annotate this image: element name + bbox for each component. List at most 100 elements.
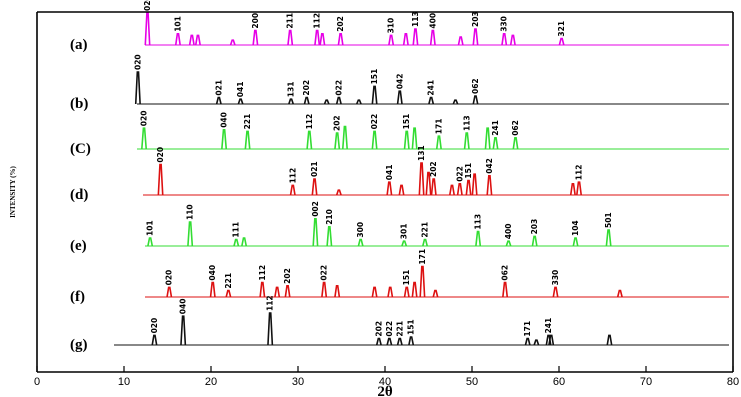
peak bbox=[241, 237, 248, 247]
peak-label: 301 bbox=[400, 224, 409, 240]
trace-label: (g) bbox=[70, 337, 88, 353]
peak bbox=[180, 315, 187, 346]
peak bbox=[311, 178, 318, 196]
x-tick-label: 0 bbox=[34, 376, 40, 388]
peak bbox=[449, 184, 455, 196]
peak-label: 171 bbox=[418, 249, 427, 265]
peak-label: 203 bbox=[471, 11, 480, 27]
peak-label: 210 bbox=[325, 209, 334, 225]
peak bbox=[569, 183, 576, 196]
peak bbox=[572, 237, 579, 247]
peak-label: 202 bbox=[283, 268, 292, 284]
peak-label: 020 bbox=[143, 0, 152, 11]
peak bbox=[174, 33, 181, 46]
peak bbox=[456, 183, 463, 196]
x-tick-label: 80 bbox=[727, 376, 739, 388]
peak-label: 041 bbox=[385, 165, 394, 181]
peak bbox=[486, 175, 493, 196]
peak bbox=[533, 339, 540, 346]
trace-label: (b) bbox=[70, 96, 88, 112]
peak bbox=[312, 218, 319, 247]
peak bbox=[188, 34, 195, 46]
peak bbox=[371, 286, 378, 298]
peak bbox=[337, 33, 344, 46]
peak bbox=[147, 237, 154, 247]
peak bbox=[411, 127, 418, 150]
x-tick-label: 40 bbox=[379, 376, 391, 388]
series-2: 020 021 041 131 202 022 151 042 241 062 (b) bbox=[70, 54, 729, 112]
series-1: 020 101 200 211 112 202 310 113 400 203 330 321 (a) bbox=[70, 0, 729, 53]
peak bbox=[151, 334, 158, 346]
peak bbox=[386, 337, 393, 346]
peak bbox=[335, 189, 342, 196]
peak bbox=[411, 281, 418, 298]
peak-label: 151 bbox=[370, 69, 379, 85]
peak bbox=[428, 96, 435, 105]
x-axis-title: 2θ bbox=[377, 384, 393, 397]
peak-label: 020 bbox=[150, 318, 159, 334]
peak bbox=[419, 265, 426, 298]
peak bbox=[326, 226, 333, 247]
peak bbox=[289, 184, 296, 196]
peak bbox=[274, 286, 281, 298]
peak bbox=[475, 230, 482, 247]
peak-label: 241 bbox=[427, 80, 436, 96]
peak bbox=[403, 130, 410, 150]
x-tick-label: 50 bbox=[466, 376, 478, 388]
peak bbox=[221, 129, 228, 150]
peak bbox=[452, 99, 459, 105]
peak-label: 042 bbox=[485, 158, 494, 174]
peak-label: 101 bbox=[146, 220, 155, 236]
peak-label: 221 bbox=[395, 321, 404, 337]
peak bbox=[371, 130, 378, 150]
peak bbox=[512, 137, 519, 150]
peak bbox=[288, 98, 294, 105]
y-axis-title: INTENSITY (%) bbox=[9, 166, 17, 218]
peak bbox=[215, 96, 222, 105]
x-tick-label: 20 bbox=[205, 376, 217, 388]
peak bbox=[134, 71, 141, 105]
peak bbox=[303, 96, 310, 105]
peak bbox=[287, 29, 294, 46]
peak bbox=[375, 337, 382, 346]
peak-label: 042 bbox=[395, 74, 404, 90]
series-7: 020 040 112 202 022 221 151 171 241 (g) bbox=[70, 295, 729, 353]
peak bbox=[386, 181, 393, 196]
peak bbox=[502, 281, 509, 298]
peak-label: 202 bbox=[429, 161, 438, 177]
peak-label: 022 bbox=[370, 114, 379, 130]
x-tick-label: 30 bbox=[292, 376, 304, 388]
peak-label: 022 bbox=[320, 265, 329, 281]
peak bbox=[408, 336, 415, 346]
peak bbox=[412, 28, 419, 46]
peak-label: 221 bbox=[421, 222, 430, 238]
peak-label: 112 bbox=[313, 13, 322, 29]
peak-label: 300 bbox=[356, 222, 365, 238]
peak-label: 310 bbox=[387, 18, 396, 34]
x-tick-label: 70 bbox=[640, 376, 652, 388]
peak-label: 113 bbox=[474, 214, 483, 230]
trace-label: (e) bbox=[70, 238, 87, 254]
peak bbox=[387, 286, 394, 298]
peak-label: 112 bbox=[258, 265, 267, 281]
peak bbox=[552, 286, 559, 298]
peak bbox=[606, 334, 613, 346]
peak bbox=[284, 285, 291, 298]
peak bbox=[209, 281, 216, 298]
peak-label: 112 bbox=[305, 114, 314, 130]
peak-label: 020 bbox=[140, 111, 149, 127]
peak-label: 104 bbox=[571, 220, 580, 236]
peak bbox=[524, 337, 531, 346]
peak-label: 221 bbox=[243, 114, 252, 130]
peak-label: 021 bbox=[310, 161, 319, 177]
peak bbox=[341, 125, 348, 150]
peak-label: 040 bbox=[220, 112, 229, 128]
peak-label: 202 bbox=[302, 80, 311, 96]
peak bbox=[233, 238, 240, 247]
peak bbox=[194, 34, 201, 46]
peak bbox=[463, 132, 470, 150]
peak bbox=[144, 12, 151, 46]
peak bbox=[321, 281, 328, 298]
